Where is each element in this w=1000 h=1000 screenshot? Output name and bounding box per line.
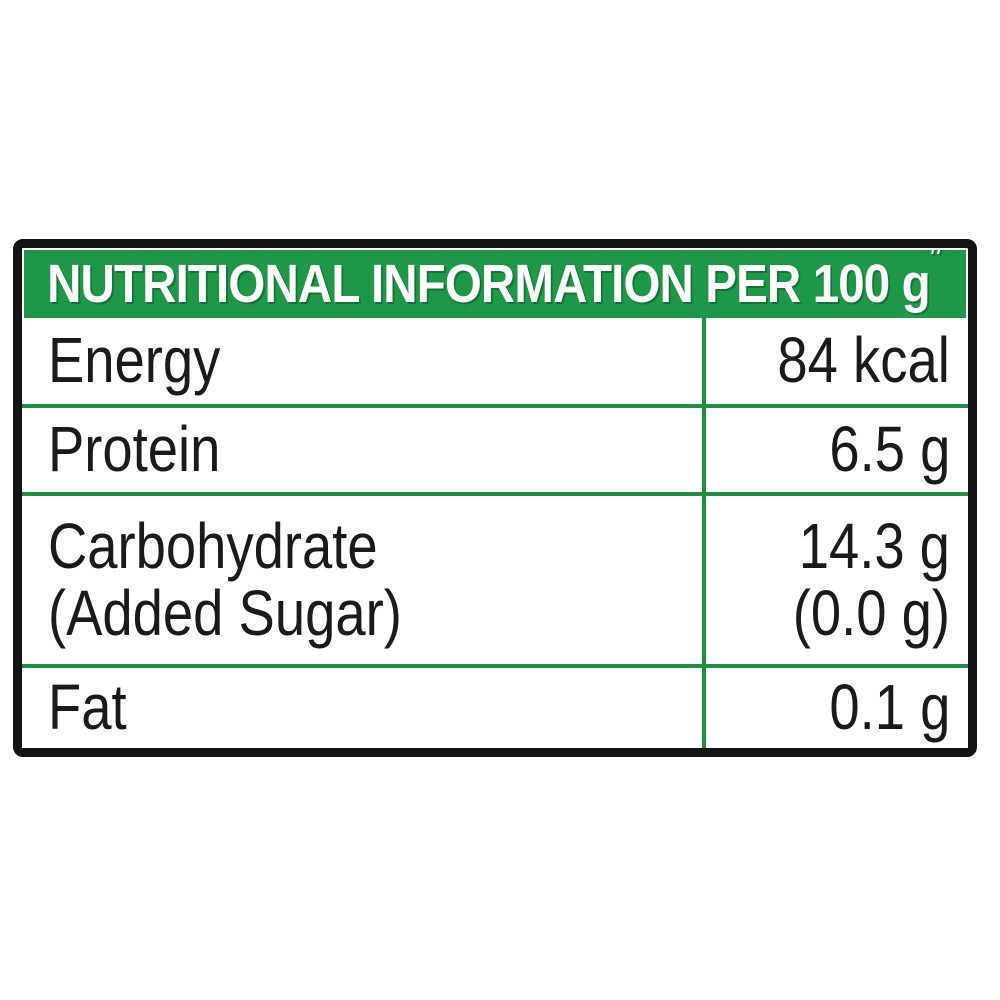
- row-energy-label: Energy: [48, 324, 221, 397]
- table-header-title: NUTRITIONAL INFORMATION PER 100 g#: [46, 250, 944, 315]
- table-header-band: NUTRITIONAL INFORMATION PER 100 g#: [24, 250, 966, 318]
- row-energy-label-cell: Energy: [22, 318, 702, 404]
- row-carbohydrate-label-line2: (Added Sugar): [48, 577, 402, 649]
- row-protein-label-cell: Protein: [22, 408, 702, 492]
- row-carbohydrate-value-cell: 14.3 g (0.0 g): [706, 496, 968, 664]
- row-fat-value: 0.1 g: [829, 671, 950, 744]
- row-carbohydrate-value-line1: 14.3 g: [798, 509, 950, 582]
- row-energy-value: 84 kcal: [777, 324, 950, 397]
- row-fat-label-cell: Fat: [22, 668, 702, 748]
- row-carbohydrate-value-line2: (0.0 g): [792, 577, 950, 649]
- row-fat-value-cell: 0.1 g: [706, 668, 968, 748]
- row-energy-value-cell: 84 kcal: [706, 318, 968, 404]
- table-body: Energy 84 kcal Protein 6.5 g Carbohydrat…: [22, 318, 968, 748]
- table-header-title-text: NUTRITIONAL INFORMATION PER 100 g: [46, 254, 931, 314]
- row-protein-value-cell: 6.5 g: [706, 408, 968, 492]
- row-fat-label: Fat: [48, 671, 127, 744]
- row-carbohydrate-label-line1: Carbohydrate: [48, 509, 378, 582]
- nutrition-table: NUTRITIONAL INFORMATION PER 100 g# Energ…: [13, 239, 977, 757]
- row-protein-value: 6.5 g: [829, 413, 950, 486]
- row-carbohydrate-label-cell: Carbohydrate (Added Sugar): [22, 496, 702, 664]
- table-header-superscript: #: [929, 250, 944, 261]
- row-protein-label: Protein: [48, 413, 221, 486]
